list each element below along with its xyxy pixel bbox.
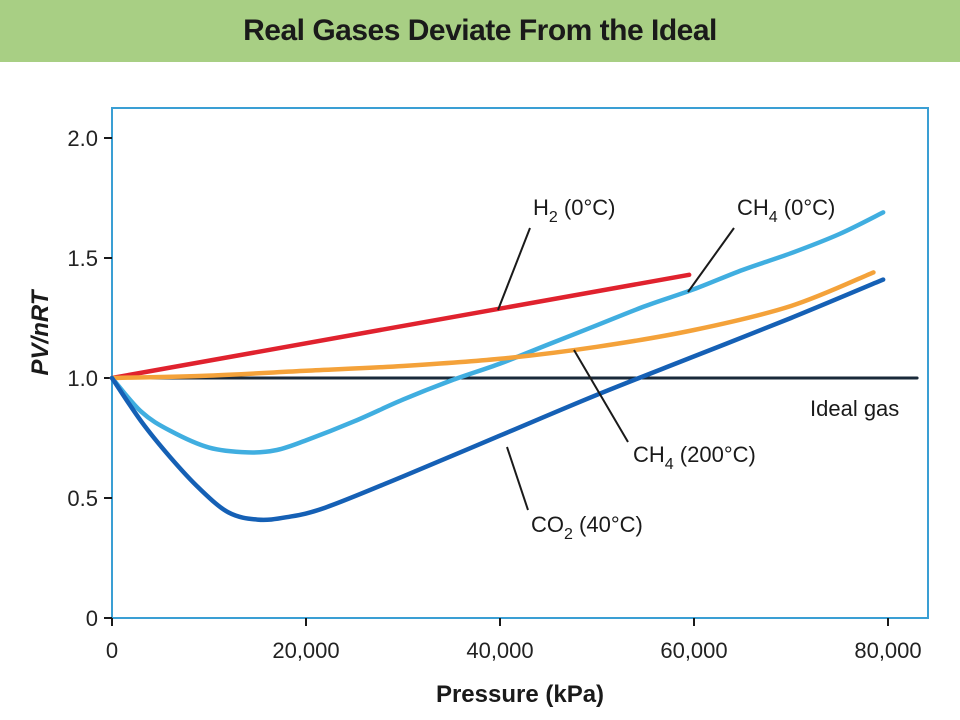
x-axis-title: Pressure (kPa) [436,681,604,708]
plot-frame [111,107,929,619]
leader-line-co2-40-c [506,446,529,511]
series-line-ch4-0-c [109,210,886,455]
series-line-ch4-200-c [109,270,876,381]
y-axis-title: PV/nRT [27,288,54,375]
x-tick-label: 80,000 [854,638,921,663]
y-tick-label: 0.5 [67,486,98,511]
x-tick-label: 0 [106,638,118,663]
leader-line-h2-0-c [497,227,531,311]
y-tick-label: 1.0 [67,366,98,391]
series-label-co2-40-c: CO2 (40°C) [531,512,643,543]
x-tick-label: 60,000 [660,638,727,663]
y-tick-label: 0 [86,606,98,631]
series-line-h2-0-c [109,272,692,381]
series-label-h2-0-c: H2 (0°C) [533,195,615,226]
leader-line-ch4-0-c [687,227,735,293]
series-label-ch4-0-c: CH4 (0°C) [737,195,835,226]
x-tick-label: 20,000 [272,638,339,663]
y-tick-label: 1.5 [67,246,98,271]
y-tick-label: 2.0 [67,126,98,151]
series-line-co2-40-c [109,277,886,523]
page-title: Real Gases Deviate From the Ideal [243,14,717,47]
leader-line-ch4-200-c [573,349,629,443]
series-label-ideal-gas: Ideal gas [810,396,899,421]
title-banner: Real Gases Deviate From the Ideal [0,0,960,62]
x-tick-label: 40,000 [466,638,533,663]
series-label-ch4-200-c: CH4 (200°C) [633,442,756,473]
